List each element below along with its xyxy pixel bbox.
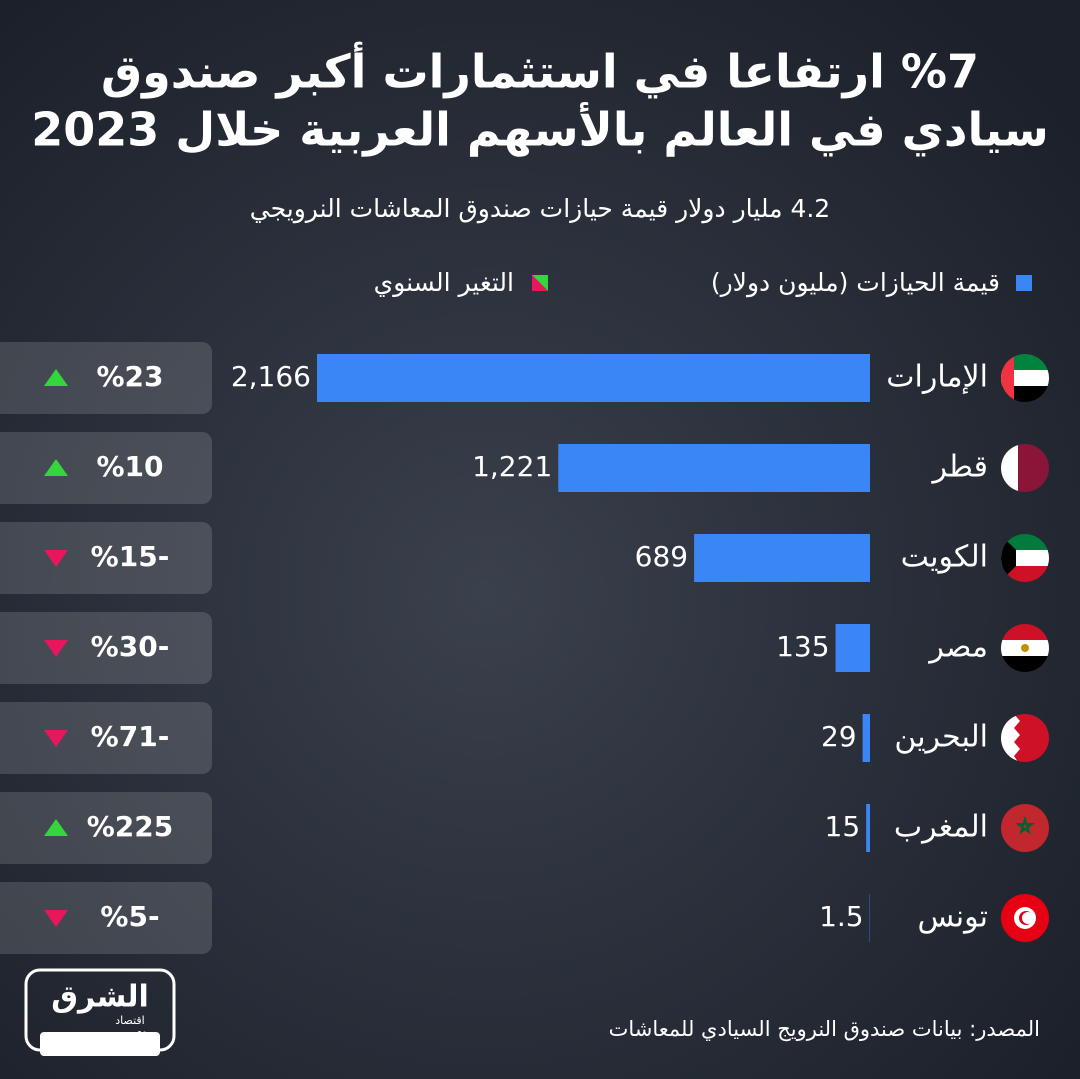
value-label: 135 (776, 630, 829, 663)
flag (1001, 714, 1049, 762)
title-line: %7 ارتفاعا في استثمارات أكبر صندوق (101, 42, 979, 99)
flag-part (1014, 815, 1036, 835)
subtitle: 4.2 مليار دولار قيمة حيازات صندوق المعاش… (250, 194, 830, 224)
logo: الشرق اقتصاد Bloomberg مع (24, 968, 176, 1056)
value-label: 1,221 (472, 450, 552, 483)
plot: الإمارات 2,166 %23 قطر 1,221 %10 الكويت 689 -%15… (0, 342, 1049, 954)
change-label: %10 (96, 450, 163, 483)
change-box (0, 702, 212, 774)
category-label: البحرين (894, 720, 988, 755)
value-label: 689 (635, 540, 688, 573)
flag-part (1001, 566, 1049, 582)
bar (862, 714, 870, 762)
source: المصدر: بيانات صندوق النرويج السيادي للم… (609, 1017, 1040, 1041)
flag-part (1001, 714, 1020, 762)
change-arrow (44, 910, 68, 927)
change-label: %23 (96, 360, 163, 393)
flag (1001, 804, 1049, 852)
legend-label: التغير السنوي (374, 268, 514, 297)
flag-part (1021, 644, 1029, 652)
value-label: 15 (825, 810, 861, 843)
change-box (0, 342, 212, 414)
flag-part (1001, 624, 1049, 640)
flag (1001, 624, 1049, 672)
category-label: المغرب (894, 810, 988, 845)
flag-part (1001, 354, 1014, 402)
change-label: -%15 (91, 540, 170, 573)
change-arrow (44, 819, 68, 836)
value-label: 29 (821, 720, 857, 753)
change-label: -%71 (91, 720, 170, 753)
legend-swatch (1016, 275, 1032, 291)
value-label: 2,166 (231, 360, 311, 393)
logo-name: الشرق (51, 980, 149, 1015)
value-label: 1.5 (819, 900, 864, 933)
logo-with: مع (137, 1028, 147, 1038)
category-label: الإمارات (886, 360, 988, 395)
bar (694, 534, 870, 582)
logo-partner: Bloomberg (41, 1035, 139, 1054)
change-arrow (44, 550, 68, 567)
change-label: %225 (87, 810, 174, 843)
flag (1001, 894, 1049, 942)
change-box (0, 612, 212, 684)
change-box (0, 792, 212, 864)
change-label: -%5 (100, 900, 159, 933)
flag-part (1022, 912, 1034, 924)
category-label: مصر (927, 630, 988, 665)
legend-label: قيمة الحيازات (مليون دولار) (711, 268, 1000, 298)
title-line: سيادي في العالم بالأسهم العربية خلال 202… (31, 102, 1048, 157)
bar (835, 624, 870, 672)
change-box (0, 522, 212, 594)
bar (866, 804, 870, 852)
logo-band (40, 1032, 160, 1056)
change-arrow (44, 640, 68, 657)
logo-tagline: اقتصاد (115, 1014, 144, 1027)
legend-swatch (532, 275, 548, 291)
flag (1001, 354, 1049, 402)
change-box (0, 432, 212, 504)
flag-part (1001, 534, 1049, 550)
category-label: تونس (918, 900, 988, 935)
change-arrow (44, 369, 68, 386)
change-box (0, 882, 212, 954)
bar (558, 444, 870, 492)
category-label: قطر (930, 450, 988, 485)
category-label: الكويت (901, 540, 988, 575)
change-label: -%30 (91, 630, 170, 663)
flag-part (1001, 656, 1049, 672)
header: %7 ارتفاعا في استثمارات أكبر صندوق سيادي… (31, 42, 1048, 225)
bar (317, 354, 870, 402)
flag (1001, 444, 1049, 492)
legend: قيمة الحيازات (مليون دولار) التغير السنو… (374, 268, 1032, 298)
flag-part (1001, 444, 1018, 492)
change-arrow (44, 459, 68, 476)
change-arrow (44, 730, 68, 747)
